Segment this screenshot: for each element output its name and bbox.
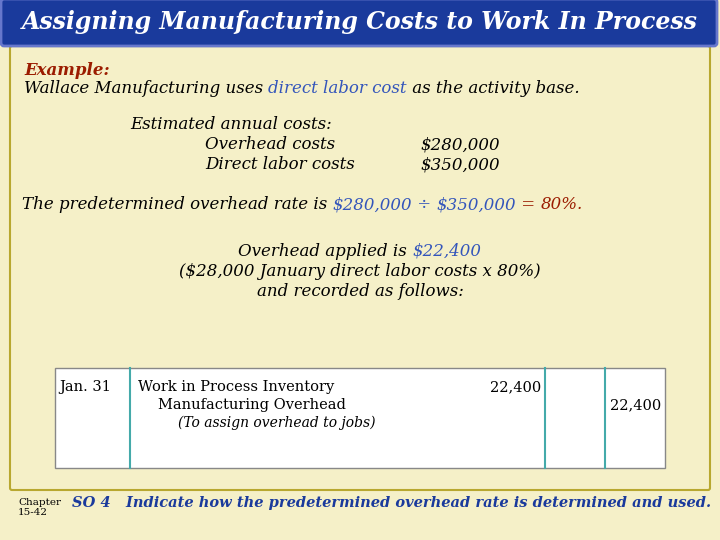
Text: 80%.: 80%. (541, 196, 582, 213)
Text: ($28,000 January direct labor costs x 80%): ($28,000 January direct labor costs x 80… (179, 263, 541, 280)
Text: $350,000: $350,000 (436, 196, 516, 213)
Text: Wallace Manufacturing uses: Wallace Manufacturing uses (24, 80, 269, 97)
Text: (To assign overhead to jobs): (To assign overhead to jobs) (178, 416, 376, 430)
Text: Direct labor costs: Direct labor costs (205, 156, 355, 173)
Text: $280,000: $280,000 (420, 136, 500, 153)
Text: as the activity base.: as the activity base. (407, 80, 580, 97)
Text: Overhead applied is: Overhead applied is (238, 243, 413, 260)
Text: Assigning Manufacturing Costs to Work In Process: Assigning Manufacturing Costs to Work In… (22, 10, 698, 34)
FancyBboxPatch shape (1, 0, 717, 46)
Text: Overhead costs: Overhead costs (205, 136, 335, 153)
Text: Example:: Example: (24, 62, 109, 79)
Text: The predetermined overhead rate is: The predetermined overhead rate is (22, 196, 333, 213)
Text: $22,400: $22,400 (413, 243, 482, 260)
Text: $280,000: $280,000 (333, 196, 412, 213)
Text: Manufacturing Overhead: Manufacturing Overhead (158, 398, 346, 412)
Text: $350,000: $350,000 (420, 156, 500, 173)
Text: Chapter
15-42: Chapter 15-42 (18, 498, 61, 517)
Text: SO 4   Indicate how the predetermined overhead rate is determined and used.: SO 4 Indicate how the predetermined over… (72, 496, 711, 510)
Text: and recorded as follows:: and recorded as follows: (256, 283, 464, 300)
FancyBboxPatch shape (10, 46, 710, 490)
Text: Estimated annual costs:: Estimated annual costs: (130, 116, 332, 133)
Text: =: = (516, 196, 541, 213)
Bar (55, 368, 665, 468)
Text: ÷: ÷ (412, 196, 436, 213)
Text: 22,400: 22,400 (490, 380, 541, 394)
Text: 22,400: 22,400 (610, 398, 661, 412)
Text: Work in Process Inventory: Work in Process Inventory (138, 380, 334, 394)
Text: direct labor cost: direct labor cost (269, 80, 407, 97)
Text: Jan. 31: Jan. 31 (59, 380, 111, 394)
